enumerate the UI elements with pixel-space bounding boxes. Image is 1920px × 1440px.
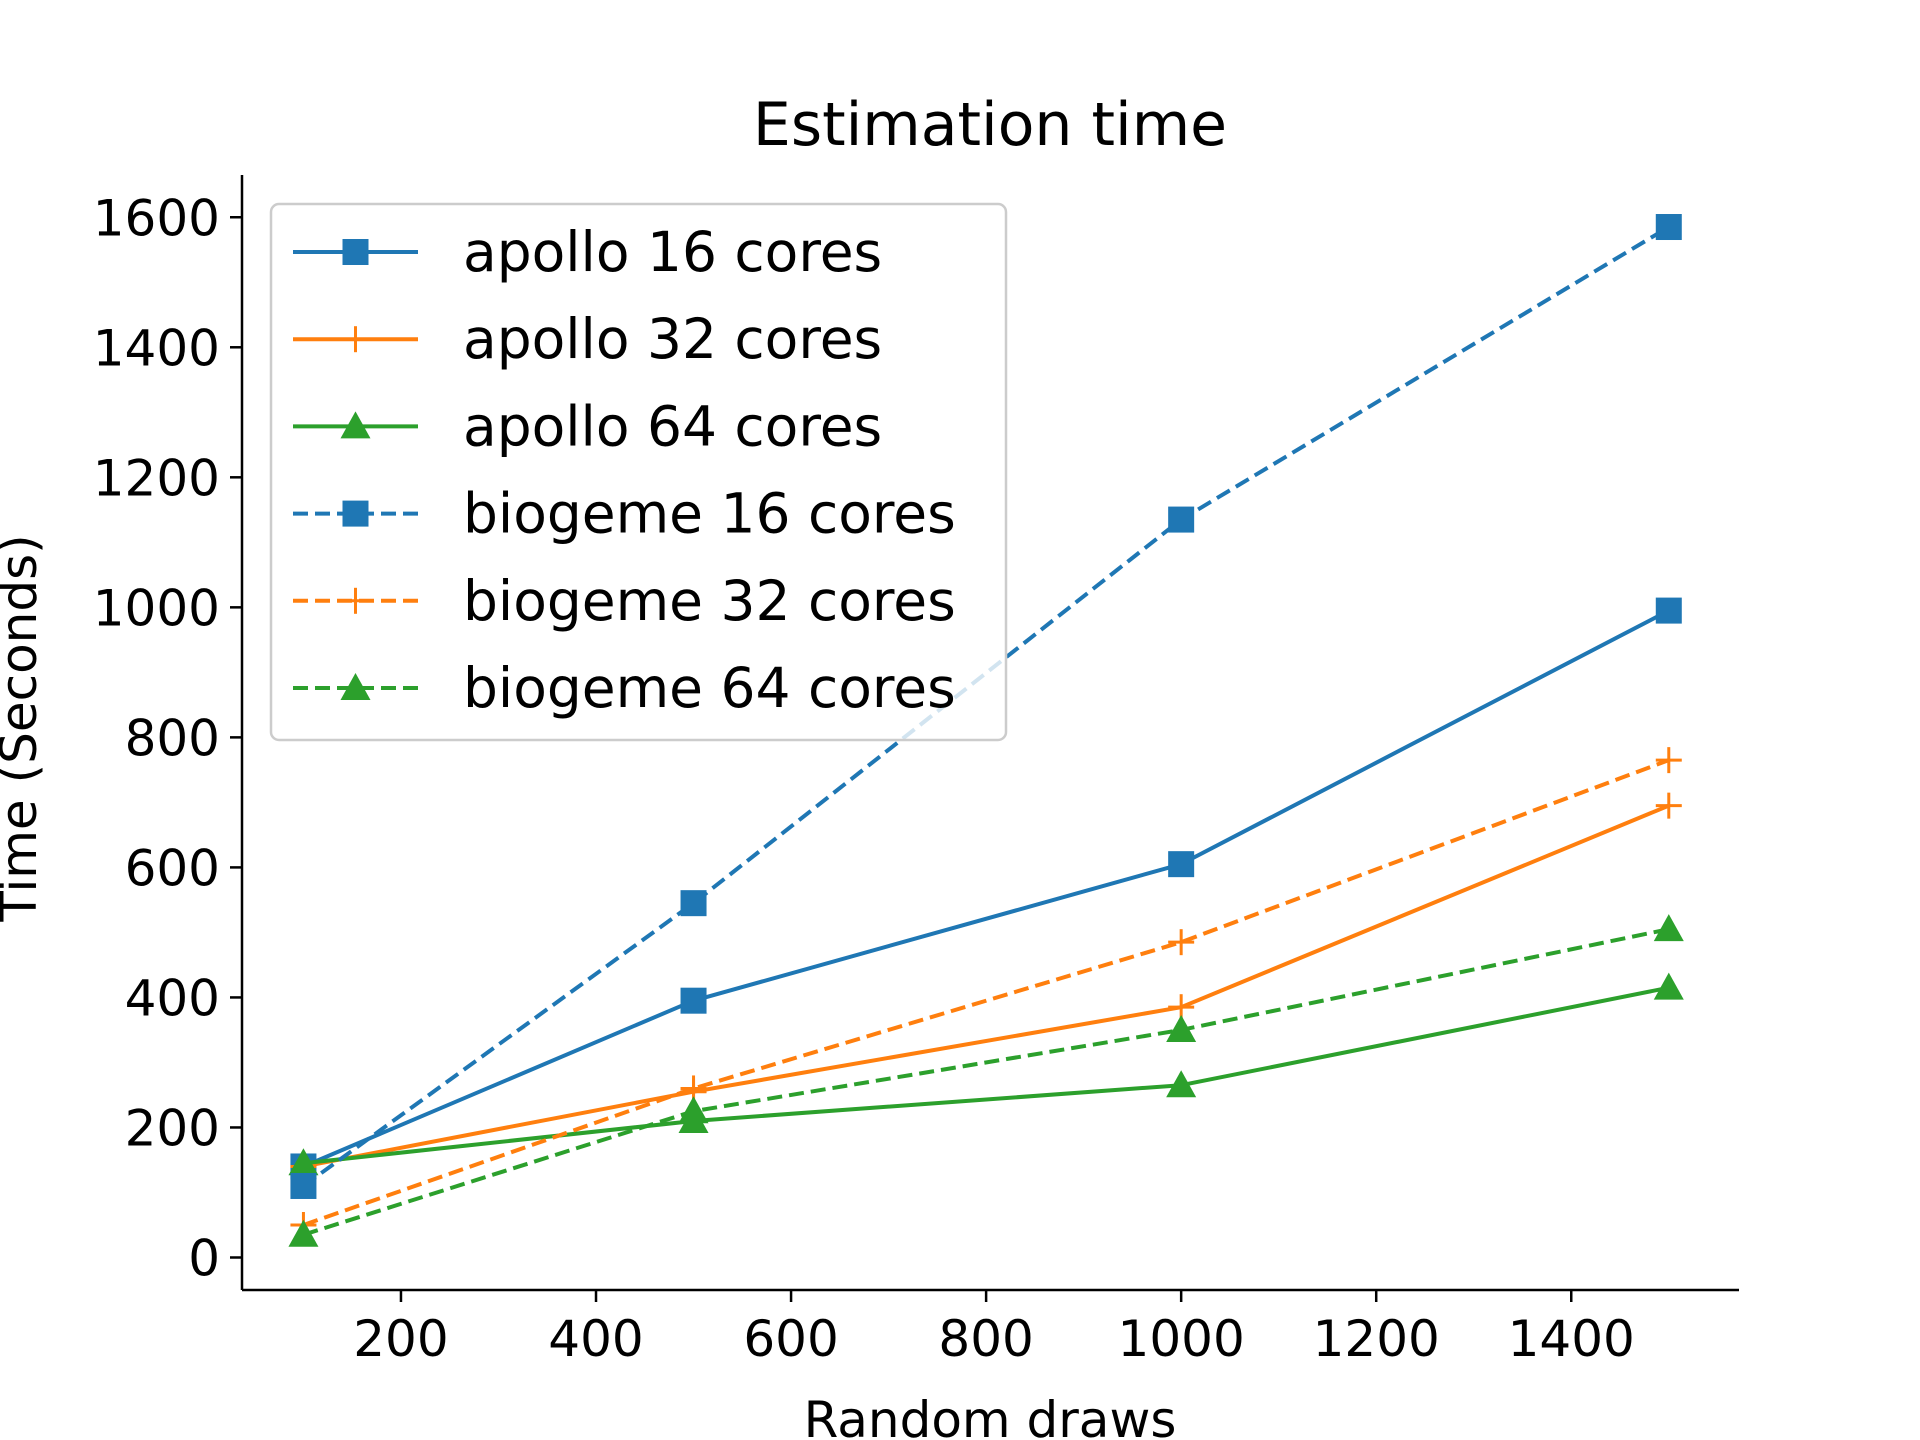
series-line-apollo-64-cores — [303, 985, 1670, 1166]
legend-item-biogeme-64-cores: biogeme 64 cores — [293, 656, 956, 720]
legend-swatch-marker — [342, 500, 369, 527]
legend-swatch-marker — [342, 239, 369, 265]
y-tick-label: 0 — [188, 1229, 220, 1287]
x-tick-label: 1400 — [1508, 1310, 1635, 1368]
y-tick-label: 1200 — [93, 449, 220, 507]
series-biogeme-32-cores — [290, 747, 1682, 1238]
series-biogeme-64-cores — [288, 914, 1684, 1247]
data-point-biogeme-16-cores — [1655, 214, 1682, 241]
legend-label: apollo 16 cores — [463, 220, 882, 284]
legend-label: biogeme 32 cores — [463, 569, 956, 633]
data-point-apollo-64-cores — [1166, 1070, 1197, 1098]
data-point-apollo-64-cores — [288, 1148, 319, 1176]
y-axis-label: Time (Seconds) — [0, 534, 48, 922]
x-axis-ticks: 200 400 600 800 1000 1200 1400 — [353, 1290, 1635, 1368]
y-tick-label: 1000 — [93, 579, 220, 637]
legend-item-apollo-16-cores: apollo 16 cores — [293, 220, 882, 284]
data-point-biogeme-64-cores — [1653, 914, 1684, 942]
x-tick-label: 1000 — [1118, 1310, 1245, 1368]
series-line-biogeme-32-cores — [302, 758, 1670, 1227]
x-tick-label: 600 — [743, 1310, 838, 1368]
legend-entries: apollo 16 cores apollo 32 cores apollo 64 … — [293, 220, 956, 720]
y-tick-label: 1600 — [93, 189, 220, 247]
data-point-apollo-32-cores — [1655, 792, 1682, 819]
chart-title: Estimation time — [753, 90, 1227, 160]
data-point-apollo-16-cores — [1168, 851, 1195, 878]
series-apollo-16-cores — [290, 597, 1682, 1180]
x-tick-label: 800 — [938, 1310, 1033, 1368]
legend-label: apollo 64 cores — [463, 394, 882, 458]
legend-label: biogeme 16 cores — [463, 482, 956, 546]
data-point-apollo-16-cores — [1655, 597, 1682, 624]
legend-swatch-marker — [342, 587, 369, 614]
data-point-biogeme-64-cores — [288, 1219, 319, 1247]
data-point-biogeme-16-cores — [290, 1172, 317, 1199]
legend-item-biogeme-16-cores: biogeme 16 cores — [293, 482, 956, 546]
data-point-biogeme-64-cores — [678, 1096, 709, 1124]
x-tick-label: 200 — [353, 1310, 448, 1368]
legend-swatch-marker — [340, 673, 371, 700]
legend-box — [269, 202, 1008, 742]
legend-item-apollo-32-cores: apollo 32 cores — [293, 307, 882, 371]
data-point-biogeme-16-cores — [680, 890, 707, 917]
series-apollo-32-cores — [290, 792, 1682, 1180]
data-point-apollo-16-cores — [680, 987, 707, 1014]
data-point-biogeme-16-cores — [1168, 506, 1195, 533]
legend: apollo 16 cores apollo 32 cores apollo 64 … — [269, 202, 1008, 742]
legend-label: biogeme 64 cores — [463, 656, 956, 720]
series-line-biogeme-64-cores — [302, 927, 1670, 1237]
legend-item-apollo-64-cores: apollo 64 cores — [293, 394, 882, 458]
x-tick-label: 1200 — [1313, 1310, 1440, 1368]
legend-label: apollo 32 cores — [463, 307, 882, 371]
data-point-apollo-64-cores — [1653, 972, 1684, 1000]
x-axis-label: Random draws — [804, 1391, 1177, 1440]
series-apollo-64-cores — [288, 972, 1684, 1176]
y-tick-label: 400 — [125, 969, 220, 1027]
y-axis-ticks: 0 200 400 600 800 1000 1200 1400 1600 — [93, 189, 242, 1287]
legend-swatch-marker — [340, 411, 371, 439]
series-line-apollo-32-cores — [303, 803, 1670, 1169]
y-tick-label: 600 — [125, 839, 220, 897]
series-line-apollo-16-cores — [302, 608, 1670, 1169]
legend-item-biogeme-32-cores: biogeme 32 cores — [293, 569, 956, 633]
y-tick-label: 200 — [125, 1099, 220, 1157]
data-point-biogeme-32-cores — [1168, 929, 1195, 956]
data-point-biogeme-32-cores — [1655, 747, 1682, 774]
data-point-biogeme-64-cores — [1166, 1014, 1197, 1042]
legend-swatch-marker — [342, 326, 369, 353]
y-tick-label: 800 — [125, 709, 220, 767]
x-tick-label: 400 — [548, 1310, 643, 1368]
y-tick-label: 1400 — [93, 319, 220, 377]
